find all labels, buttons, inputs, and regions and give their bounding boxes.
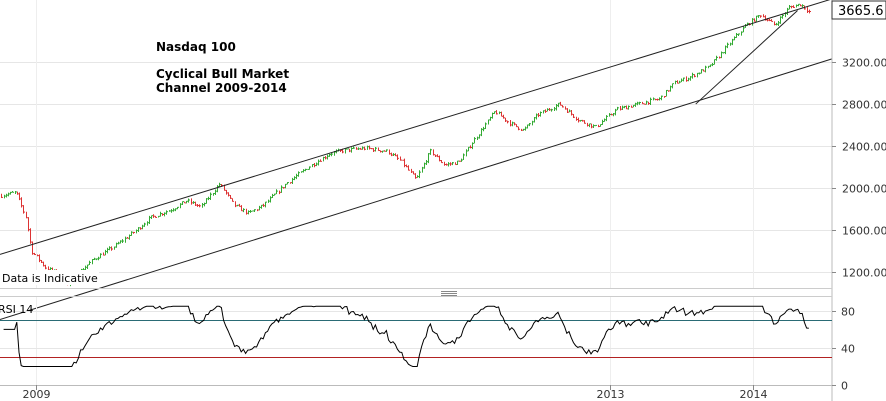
price-tick-label: 2800.00 <box>842 99 886 112</box>
channel-line-lower <box>0 58 833 321</box>
price-tick-label: 1200.00 <box>842 267 886 280</box>
annotation-line-1: Cyclical Bull Market <box>156 67 289 81</box>
price-tick-label: 1600.00 <box>842 225 886 238</box>
x-tick-label: 2014 <box>740 388 768 401</box>
rsi-tick-label: 0 <box>841 380 848 393</box>
data-note: Data is Indicative <box>2 272 98 285</box>
rsi-tick-label: 40 <box>841 343 855 356</box>
price-tick-label: 2400.00 <box>842 141 886 154</box>
price-axis-ticks: 1200.00 1600.00 2000.00 2400.00 2800.00 3200.… <box>832 57 886 280</box>
channel-line-upper <box>0 0 831 255</box>
price-tick-label: 2000.00 <box>842 183 886 196</box>
resize-grip-icon[interactable] <box>441 291 457 296</box>
x-axis-ticks: 2009 2013 2014 <box>23 385 768 401</box>
rsi-axis-ticks: 0 40 80 <box>832 306 855 393</box>
rsi-levels <box>0 320 832 358</box>
price-bars <box>1 3 811 287</box>
price-tick-label: 3200.00 <box>842 57 886 70</box>
rsi-gridlines <box>0 297 832 385</box>
x-tick-label: 2009 <box>23 388 51 401</box>
note-background <box>0 270 99 285</box>
x-tick-label: 2013 <box>597 388 625 401</box>
channel-lines <box>0 0 833 321</box>
annotation-line-2: Channel 2009-2014 <box>156 81 287 95</box>
channel-line-trendline <box>695 10 798 105</box>
price-gridlines <box>0 0 832 288</box>
chart-title: Nasdaq 100 <box>156 40 236 54</box>
rsi-line <box>3 305 809 367</box>
last-price-label: 3665.6 <box>838 4 884 19</box>
rsi-tick-label: 80 <box>841 306 855 319</box>
panel-divider[interactable] <box>0 288 832 297</box>
rsi-label: RSI 14 <box>0 303 33 316</box>
last-price-marker: 3665.6 <box>831 0 886 20</box>
